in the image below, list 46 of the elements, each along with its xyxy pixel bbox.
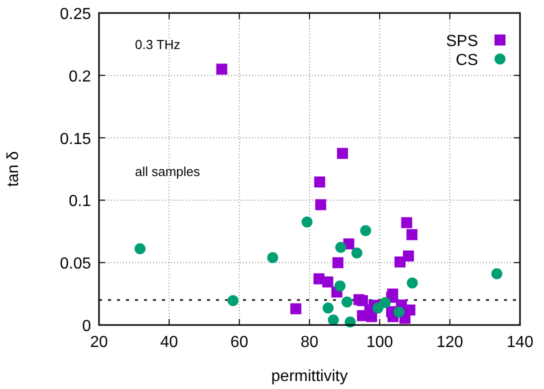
x-tick-label: 60 xyxy=(230,334,248,351)
point xyxy=(394,256,406,268)
point xyxy=(134,243,146,254)
point xyxy=(290,303,302,314)
point xyxy=(302,216,313,228)
point xyxy=(372,302,384,314)
point xyxy=(322,276,334,288)
point xyxy=(342,296,353,308)
point xyxy=(380,297,391,308)
point xyxy=(328,314,339,326)
point xyxy=(360,225,372,236)
legend-label: SPS xyxy=(446,33,478,50)
x-tick-label: 20 xyxy=(90,334,108,351)
point xyxy=(267,252,278,264)
x-tick-label: 100 xyxy=(366,334,394,351)
point xyxy=(406,277,418,288)
y-tick-label: 0.2 xyxy=(68,68,92,86)
y-tick-label: 0 xyxy=(82,318,92,335)
x-tick-label: 140 xyxy=(506,334,534,351)
y-tick-label: 0.05 xyxy=(60,256,92,273)
annotation: 0.3 THz xyxy=(135,37,180,52)
x-tick-label: 80 xyxy=(300,334,318,351)
legend-label: CS xyxy=(456,52,478,69)
point xyxy=(322,302,334,314)
x-axis-title: permittivity xyxy=(271,368,348,385)
y-tick-label: 0.25 xyxy=(60,6,92,23)
point xyxy=(335,242,346,253)
x-tick-label: 120 xyxy=(436,334,464,351)
point xyxy=(401,217,412,228)
point xyxy=(491,268,502,280)
point xyxy=(336,148,348,159)
y-axis-title: tan δ xyxy=(5,151,22,187)
point xyxy=(356,295,368,306)
point xyxy=(351,247,362,258)
point xyxy=(314,176,326,188)
point xyxy=(216,64,228,75)
point xyxy=(406,229,418,240)
point xyxy=(332,257,344,268)
annotation: all samples xyxy=(135,164,201,179)
y-tick-label: 0.1 xyxy=(68,193,92,210)
point xyxy=(393,306,404,318)
y-tick-label: 0.15 xyxy=(60,130,92,148)
point xyxy=(334,280,346,292)
point xyxy=(228,295,239,306)
x-tick-label: 40 xyxy=(160,334,178,351)
point xyxy=(315,199,326,210)
